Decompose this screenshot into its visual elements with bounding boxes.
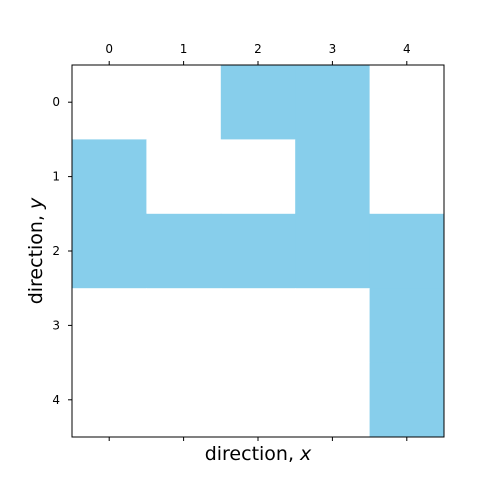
heatmap-cell-r1-c1 xyxy=(146,139,222,215)
heatmap-cell-r3-c0 xyxy=(72,288,147,364)
tick-marks xyxy=(68,61,408,441)
heatmap-cell-r0-c0 xyxy=(72,65,147,140)
heatmap-cell-r4-c4 xyxy=(369,362,445,438)
heatmap-cell-r0-c1 xyxy=(146,65,222,140)
heatmap-cell-r4-c0 xyxy=(72,362,147,438)
y-tick-label-0: 0 xyxy=(52,95,60,109)
heatmap-cell-r2-c4 xyxy=(369,213,445,289)
y-tick-label-4: 4 xyxy=(52,393,60,407)
heatmap-cell-r1-c4 xyxy=(369,139,445,215)
heatmap-cell-r3-c4 xyxy=(369,288,445,364)
heatmap-cell-r2-c2 xyxy=(220,213,296,289)
heatmap-cell-r3-c3 xyxy=(295,288,371,364)
x-tick-label-2: 2 xyxy=(254,42,262,56)
heatmap-cell-r1-c3 xyxy=(295,139,371,215)
x-tick-label-1: 1 xyxy=(180,42,188,56)
y-tick-labels: 0 1 2 3 4 xyxy=(52,95,60,407)
heatmap-cell-r2-c3 xyxy=(295,213,371,289)
heatmap-cell-r2-c1 xyxy=(146,213,222,289)
heatmap-cells xyxy=(72,65,445,438)
heatmap-cell-r0-c2 xyxy=(220,65,296,140)
x-tick-label-3: 3 xyxy=(329,42,337,56)
y-tick-label-2: 2 xyxy=(52,244,60,258)
y-axis-label: direction, y xyxy=(25,197,47,304)
heatmap-cell-r0-c3 xyxy=(295,65,371,140)
x-tick-labels: 0 1 2 3 4 xyxy=(105,42,410,56)
x-tick-label-0: 0 xyxy=(105,42,113,56)
y-tick-label-1: 1 xyxy=(52,170,60,184)
heatmap-cell-r4-c3 xyxy=(295,362,371,438)
y-tick-label-3: 3 xyxy=(52,318,60,332)
x-tick-label-4: 4 xyxy=(403,42,411,56)
x-axis-label: direction, x xyxy=(205,443,312,465)
heatmap-cell-r4-c1 xyxy=(146,362,222,438)
heatmap-cell-r1-c0 xyxy=(72,139,147,215)
heatmap-cell-r3-c1 xyxy=(146,288,222,364)
heatmap-cell-r3-c2 xyxy=(220,288,296,364)
heatmap-cell-r1-c2 xyxy=(220,139,296,215)
heatmap-cell-r4-c2 xyxy=(220,362,296,438)
heatmap-cell-r0-c4 xyxy=(369,65,445,140)
heatmap-cell-r2-c0 xyxy=(72,213,147,289)
